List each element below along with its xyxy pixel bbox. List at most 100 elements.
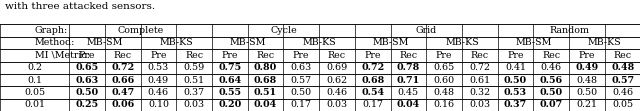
Text: 0.57: 0.57: [291, 76, 312, 85]
Text: 0.59: 0.59: [184, 63, 205, 72]
Text: 0.75: 0.75: [218, 63, 241, 72]
Text: 0.55: 0.55: [218, 88, 241, 97]
Text: Random: Random: [549, 26, 589, 35]
Text: 0.64: 0.64: [218, 76, 241, 85]
Text: 0.71: 0.71: [397, 76, 420, 85]
Text: 0.37: 0.37: [184, 88, 205, 97]
Text: 0.50: 0.50: [291, 88, 312, 97]
Text: 0.65: 0.65: [433, 63, 455, 72]
Text: 0.54: 0.54: [361, 88, 384, 97]
Text: MB-SM: MB-SM: [230, 39, 266, 48]
Text: 0.32: 0.32: [469, 88, 490, 97]
Text: 0.04: 0.04: [397, 100, 420, 109]
Text: 0.47: 0.47: [111, 88, 134, 97]
Text: 0.01: 0.01: [24, 100, 45, 109]
Text: 0.51: 0.51: [184, 76, 205, 85]
Text: 0.03: 0.03: [326, 100, 348, 109]
Text: MB-KS: MB-KS: [159, 39, 193, 48]
Text: MB-KS: MB-KS: [445, 39, 479, 48]
Text: 0.62: 0.62: [326, 76, 348, 85]
Text: Cycle: Cycle: [270, 26, 297, 35]
Text: 0.03: 0.03: [469, 100, 490, 109]
Text: 0.48: 0.48: [433, 88, 454, 97]
Text: Rec: Rec: [471, 51, 489, 60]
Text: 0.46: 0.46: [326, 88, 348, 97]
Text: 0.05: 0.05: [612, 100, 633, 109]
Text: 0.61: 0.61: [469, 76, 490, 85]
Text: Rec: Rec: [614, 51, 632, 60]
Text: 0.66: 0.66: [111, 76, 134, 85]
Text: 0.46: 0.46: [148, 88, 169, 97]
Text: 0.21: 0.21: [577, 100, 598, 109]
Text: Pre: Pre: [436, 51, 452, 60]
Text: Pre: Pre: [579, 51, 595, 60]
Text: Pre: Pre: [150, 51, 166, 60]
Text: MB-KS: MB-KS: [588, 39, 621, 48]
Text: 0.48: 0.48: [611, 63, 634, 72]
Text: 0.51: 0.51: [254, 88, 277, 97]
Text: Complete: Complete: [117, 26, 164, 35]
Text: 0.68: 0.68: [361, 76, 384, 85]
Text: 0.05: 0.05: [24, 88, 45, 97]
Text: 0.50: 0.50: [76, 88, 99, 97]
Text: 0.46: 0.46: [612, 88, 633, 97]
Text: Graph:: Graph:: [35, 26, 68, 35]
Text: Pre: Pre: [79, 51, 95, 60]
Text: 0.20: 0.20: [218, 100, 241, 109]
Text: Rec: Rec: [399, 51, 417, 60]
Text: 0.63: 0.63: [76, 76, 99, 85]
Text: 0.69: 0.69: [326, 63, 348, 72]
Text: 0.2: 0.2: [27, 63, 42, 72]
Text: 0.56: 0.56: [540, 76, 563, 85]
Text: 0.17: 0.17: [362, 100, 383, 109]
Text: 0.48: 0.48: [577, 76, 598, 85]
Text: 0.57: 0.57: [611, 76, 634, 85]
Text: MB-SM: MB-SM: [372, 39, 409, 48]
Text: Pre: Pre: [508, 51, 524, 60]
Text: 0.65: 0.65: [76, 63, 99, 72]
Text: 0.72: 0.72: [469, 63, 490, 72]
Text: 0.60: 0.60: [433, 76, 454, 85]
Text: 0.17: 0.17: [291, 100, 312, 109]
Text: 0.78: 0.78: [397, 63, 420, 72]
Text: 0.04: 0.04: [254, 100, 277, 109]
Text: Method:: Method:: [35, 39, 75, 48]
Text: 0.72: 0.72: [111, 63, 134, 72]
Text: 0.46: 0.46: [541, 63, 562, 72]
Text: MB-KS: MB-KS: [302, 39, 336, 48]
Text: 0.37: 0.37: [504, 100, 527, 109]
Text: 0.45: 0.45: [398, 88, 419, 97]
Text: Rec: Rec: [542, 51, 560, 60]
Text: 0.50: 0.50: [577, 88, 598, 97]
Text: 0.25: 0.25: [76, 100, 99, 109]
Text: Rec: Rec: [114, 51, 132, 60]
Text: Rec: Rec: [328, 51, 346, 60]
Text: Pre: Pre: [221, 51, 238, 60]
Text: Rec: Rec: [257, 51, 275, 60]
Text: Pre: Pre: [364, 51, 381, 60]
Text: 0.53: 0.53: [148, 63, 169, 72]
Text: 0.16: 0.16: [433, 100, 454, 109]
Text: 0.06: 0.06: [111, 100, 134, 109]
Text: 0.10: 0.10: [148, 100, 169, 109]
Text: 0.53: 0.53: [504, 88, 527, 97]
Text: 0.07: 0.07: [540, 100, 563, 109]
Text: 0.80: 0.80: [254, 63, 277, 72]
Text: 0.49: 0.49: [575, 63, 598, 72]
Text: 0.50: 0.50: [504, 76, 527, 85]
Text: Grid: Grid: [415, 26, 437, 35]
Text: MI \Metric:: MI \Metric:: [35, 51, 90, 60]
Text: 0.68: 0.68: [254, 76, 277, 85]
Text: Rec: Rec: [185, 51, 203, 60]
Text: MB-SM: MB-SM: [515, 39, 552, 48]
Text: 0.50: 0.50: [540, 88, 563, 97]
Text: 0.41: 0.41: [505, 63, 526, 72]
Text: 0.49: 0.49: [148, 76, 169, 85]
Text: Pre: Pre: [293, 51, 310, 60]
Text: 0.1: 0.1: [27, 76, 42, 85]
Text: 0.63: 0.63: [291, 63, 312, 72]
Text: 0.03: 0.03: [184, 100, 205, 109]
Text: with three attacked sensors.: with three attacked sensors.: [5, 2, 156, 11]
Text: MB-SM: MB-SM: [86, 39, 123, 48]
Text: 0.72: 0.72: [361, 63, 384, 72]
